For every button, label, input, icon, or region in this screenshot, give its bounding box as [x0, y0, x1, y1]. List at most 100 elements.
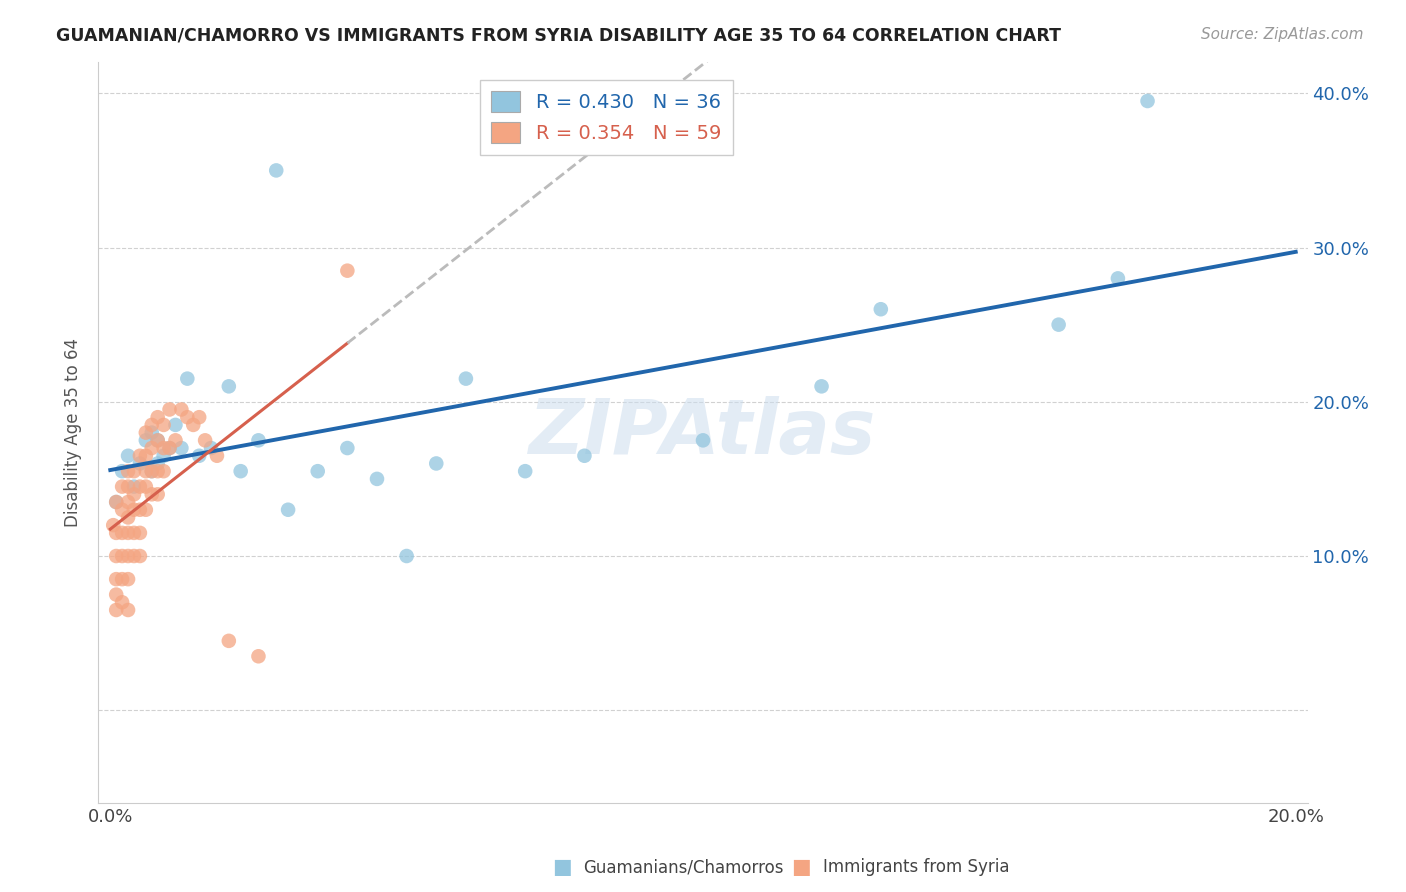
Point	[105, 603, 128, 617]
Point	[277, 502, 299, 516]
Point	[117, 603, 139, 617]
Text: Immigrants from Syria: Immigrants from Syria	[823, 858, 1010, 876]
Point	[692, 434, 714, 448]
Point	[264, 163, 287, 178]
Point	[218, 633, 240, 648]
Point	[574, 449, 596, 463]
Point	[111, 595, 134, 609]
Point	[135, 434, 157, 448]
Point	[869, 302, 891, 317]
Point	[122, 480, 145, 494]
Point	[188, 449, 211, 463]
Point	[111, 525, 134, 540]
Point	[336, 441, 359, 455]
Point	[117, 480, 139, 494]
Point	[205, 449, 228, 463]
Point	[146, 434, 169, 448]
Point	[111, 502, 134, 516]
Point	[165, 417, 187, 432]
Point	[181, 417, 204, 432]
Point	[152, 449, 174, 463]
Text: ZIPAtlas: ZIPAtlas	[529, 396, 877, 469]
Point	[515, 464, 537, 478]
Point	[117, 495, 139, 509]
Point	[122, 487, 145, 501]
Point	[129, 449, 152, 463]
Point	[111, 572, 134, 586]
Point	[105, 495, 128, 509]
Point	[247, 649, 270, 664]
Point	[111, 480, 134, 494]
Point	[1107, 271, 1129, 285]
Text: ■: ■	[792, 857, 811, 877]
Point	[170, 441, 193, 455]
Point	[135, 425, 157, 440]
Point	[146, 487, 169, 501]
Point	[111, 549, 134, 563]
Point	[122, 525, 145, 540]
Point	[135, 502, 157, 516]
Point	[129, 457, 152, 471]
Point	[129, 480, 152, 494]
Point	[103, 518, 125, 533]
Point	[170, 402, 193, 417]
Point	[188, 410, 211, 425]
Point	[159, 441, 181, 455]
Point	[141, 441, 163, 455]
Point	[152, 417, 174, 432]
Text: Guamanians/Chamorros: Guamanians/Chamorros	[583, 858, 785, 876]
Point	[176, 371, 198, 385]
Point	[105, 525, 128, 540]
Point	[425, 457, 447, 471]
Point	[152, 441, 174, 455]
Point	[129, 525, 152, 540]
Point	[159, 441, 181, 455]
Point	[117, 449, 139, 463]
Point	[135, 480, 157, 494]
Text: Source: ZipAtlas.com: Source: ZipAtlas.com	[1201, 27, 1364, 42]
Point	[336, 263, 359, 277]
Point	[141, 487, 163, 501]
Point	[122, 464, 145, 478]
Point	[129, 502, 152, 516]
Point	[117, 549, 139, 563]
Y-axis label: Disability Age 35 to 64: Disability Age 35 to 64	[65, 338, 83, 527]
Point	[307, 464, 329, 478]
Point	[117, 525, 139, 540]
Point	[129, 549, 152, 563]
Point	[135, 449, 157, 463]
Point	[395, 549, 418, 563]
Point	[200, 441, 222, 455]
Point	[105, 495, 128, 509]
Point	[111, 464, 134, 478]
Point	[117, 464, 139, 478]
Point	[165, 434, 187, 448]
Point	[105, 588, 128, 602]
Text: ■: ■	[553, 857, 572, 877]
Point	[1136, 94, 1159, 108]
Point	[141, 417, 163, 432]
Point	[117, 510, 139, 524]
Point	[176, 410, 198, 425]
Point	[105, 572, 128, 586]
Point	[1047, 318, 1070, 332]
Point	[122, 549, 145, 563]
Point	[122, 502, 145, 516]
Point	[146, 434, 169, 448]
Point	[146, 464, 169, 478]
Point	[146, 457, 169, 471]
Point	[152, 464, 174, 478]
Point	[141, 425, 163, 440]
Point	[194, 434, 217, 448]
Point	[159, 402, 181, 417]
Point	[810, 379, 832, 393]
Point	[247, 434, 270, 448]
Point	[454, 371, 477, 385]
Point	[135, 464, 157, 478]
Point	[105, 549, 128, 563]
Point	[146, 410, 169, 425]
Point	[218, 379, 240, 393]
Legend: R = 0.430   N = 36, R = 0.354   N = 59: R = 0.430 N = 36, R = 0.354 N = 59	[479, 79, 733, 155]
Point	[229, 464, 252, 478]
Text: GUAMANIAN/CHAMORRO VS IMMIGRANTS FROM SYRIA DISABILITY AGE 35 TO 64 CORRELATION : GUAMANIAN/CHAMORRO VS IMMIGRANTS FROM SY…	[56, 27, 1062, 45]
